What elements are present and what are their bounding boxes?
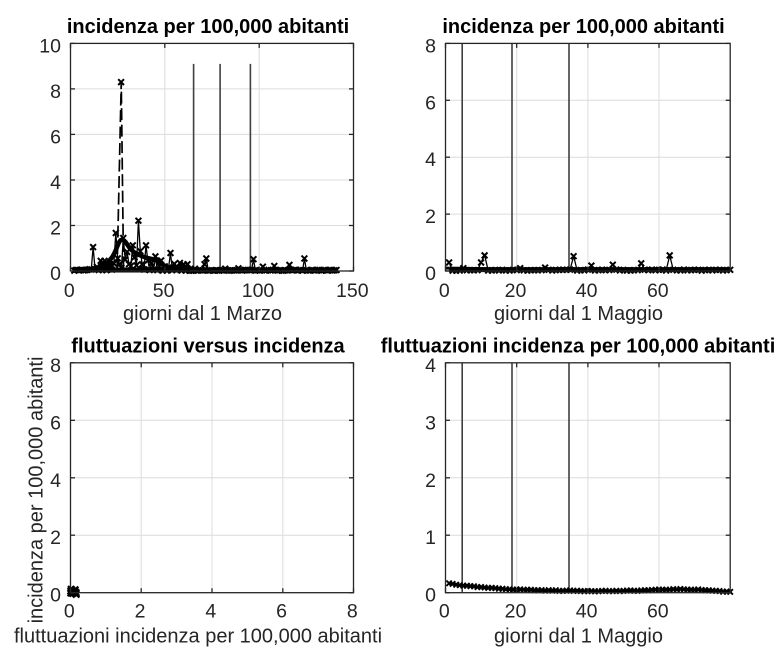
svg-text:giorni dal 1 Maggio: giorni dal 1 Maggio	[494, 303, 663, 325]
svg-text:2: 2	[425, 470, 436, 492]
svg-text:giorni dal 1 Maggio: giorni dal 1 Maggio	[494, 625, 663, 647]
svg-text:100: 100	[242, 280, 275, 302]
svg-text:6: 6	[276, 601, 287, 623]
svg-text:10: 10	[39, 35, 61, 57]
svg-text:6: 6	[50, 126, 61, 148]
svg-text:3: 3	[425, 412, 436, 434]
svg-text:1: 1	[425, 527, 436, 549]
svg-text:4: 4	[205, 601, 216, 623]
svg-text:8: 8	[50, 81, 61, 103]
svg-text:50: 50	[153, 280, 175, 302]
svg-text:fluttuazioni incidenza per 100: fluttuazioni incidenza per 100,000 abita…	[381, 336, 776, 358]
svg-text:4: 4	[425, 355, 436, 377]
svg-text:20: 20	[505, 601, 527, 623]
svg-text:4: 4	[425, 149, 436, 171]
svg-text:0: 0	[64, 280, 75, 302]
svg-text:60: 60	[647, 601, 669, 623]
svg-text:giorni dal 1 Marzo: giorni dal 1 Marzo	[123, 303, 282, 325]
svg-text:40: 40	[576, 280, 598, 302]
svg-text:20: 20	[505, 280, 527, 302]
svg-text:0: 0	[425, 585, 436, 607]
svg-text:0: 0	[439, 601, 450, 623]
svg-text:0: 0	[425, 263, 436, 285]
svg-text:2: 2	[135, 601, 146, 623]
svg-text:150: 150	[336, 280, 369, 302]
svg-text:40: 40	[576, 601, 598, 623]
svg-text:60: 60	[647, 280, 669, 302]
svg-text:incidenza per 100,000 abitanti: incidenza per 100,000 abitanti	[25, 357, 47, 624]
svg-text:fluttuazioni incidenza per 100: fluttuazioni incidenza per 100,000 abita…	[14, 625, 382, 647]
svg-text:4: 4	[50, 470, 61, 492]
svg-text:0: 0	[64, 601, 75, 623]
svg-text:8: 8	[347, 601, 358, 623]
svg-text:2: 2	[425, 206, 436, 228]
svg-text:8: 8	[425, 35, 436, 57]
svg-text:incidenza per 100,000 abitanti: incidenza per 100,000 abitanti	[67, 16, 349, 38]
svg-text:2: 2	[50, 218, 61, 240]
svg-text:8: 8	[50, 355, 61, 377]
svg-text:fluttuazioni versus incidenza: fluttuazioni versus incidenza	[71, 336, 345, 358]
svg-text:0: 0	[439, 280, 450, 302]
svg-text:6: 6	[425, 92, 436, 114]
svg-text:incidenza per 100,000 abitanti: incidenza per 100,000 abitanti	[442, 16, 724, 38]
svg-text:0: 0	[50, 263, 61, 285]
svg-text:2: 2	[50, 527, 61, 549]
svg-text:6: 6	[50, 412, 61, 434]
svg-text:4: 4	[50, 172, 61, 194]
svg-text:0: 0	[50, 585, 61, 607]
